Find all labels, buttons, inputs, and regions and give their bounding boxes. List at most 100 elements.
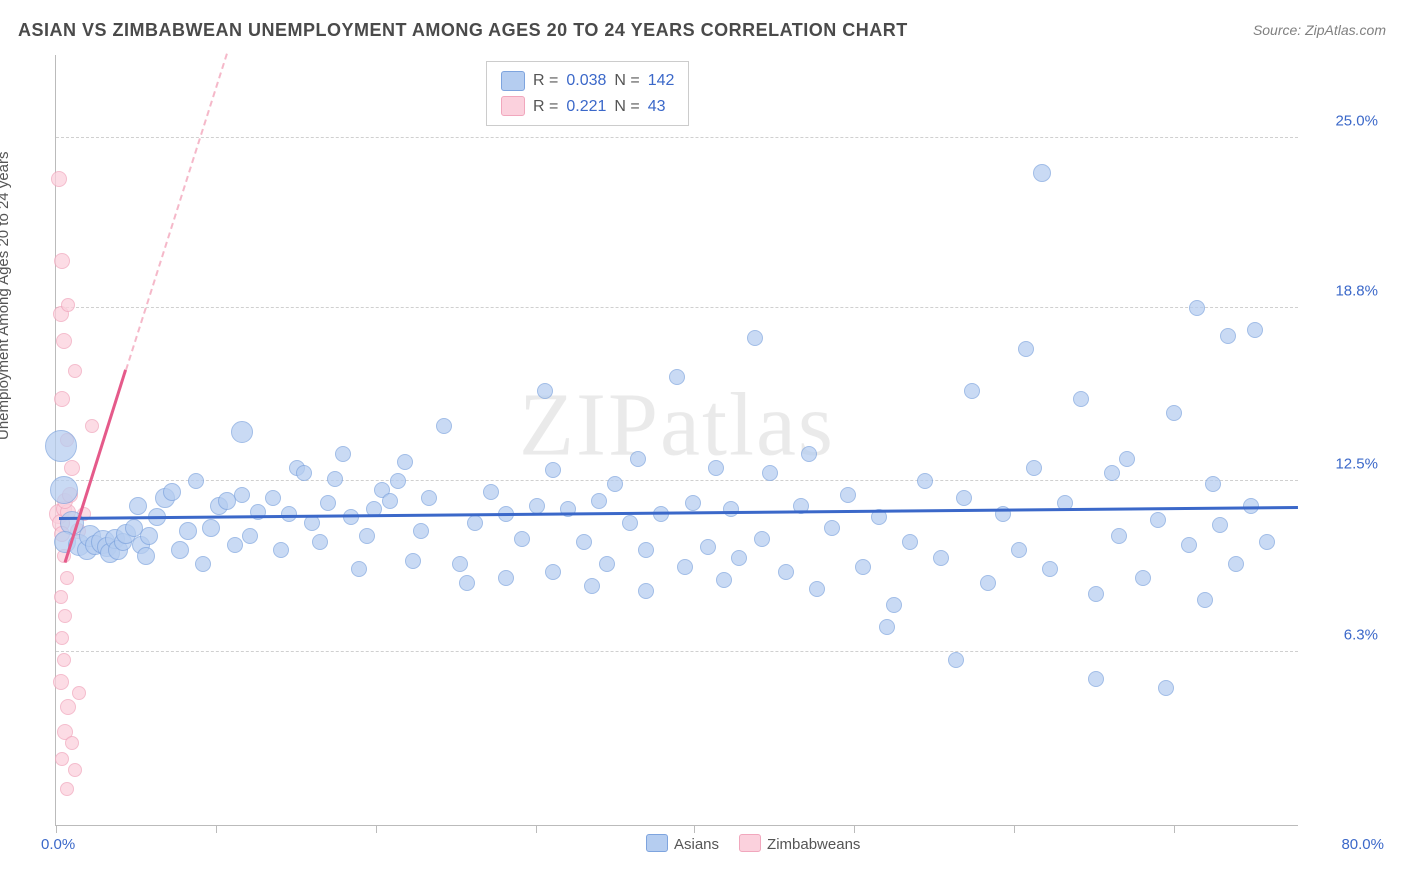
r-label: R = (533, 94, 558, 120)
correlation-legend-box: R = 0.038 N = 142 R = 0.221 N = 43 (486, 61, 689, 126)
blue-point (483, 484, 499, 500)
blue-point (265, 490, 281, 506)
blue-point (762, 465, 778, 481)
n-value: 142 (648, 68, 675, 94)
y-axis-label: Unemployment Among Ages 20 to 24 years (0, 151, 12, 440)
blue-point (584, 578, 600, 594)
blue-point (195, 556, 211, 572)
blue-point (227, 537, 243, 553)
blue-point (413, 523, 429, 539)
trend-line-blue (59, 506, 1298, 520)
pink-point (53, 674, 69, 690)
blue-point (202, 519, 220, 537)
blue-point (677, 559, 693, 575)
correlation-row: R = 0.221 N = 43 (501, 94, 674, 120)
gridline (56, 651, 1298, 652)
chart-container: ZIPatlas R = 0.038 N = 142 R = 0.221 N =… (55, 55, 1385, 825)
blue-point (809, 581, 825, 597)
x-tick (1174, 825, 1175, 833)
blue-point (537, 383, 553, 399)
r-value: 0.038 (566, 68, 606, 94)
blue-point (747, 330, 763, 346)
watermark: ZIPatlas (519, 373, 835, 476)
blue-point (731, 550, 747, 566)
blue-point (638, 542, 654, 558)
blue-point (879, 619, 895, 635)
blue-point (886, 597, 902, 613)
blue-point (1073, 391, 1089, 407)
gridline (56, 137, 1298, 138)
r-value: 0.221 (566, 94, 606, 120)
pink-point (51, 171, 67, 187)
blue-point (778, 564, 794, 580)
pink-point (64, 460, 80, 476)
pink-swatch-icon (739, 834, 761, 852)
blue-point (1228, 556, 1244, 572)
chart-title: ASIAN VS ZIMBABWEAN UNEMPLOYMENT AMONG A… (18, 20, 908, 41)
pink-point (60, 699, 76, 715)
blue-point (754, 531, 770, 547)
blue-point (1088, 586, 1104, 602)
blue-point (296, 465, 312, 481)
blue-swatch-icon (646, 834, 668, 852)
blue-point (545, 462, 561, 478)
y-tick-label: 12.5% (1308, 456, 1378, 473)
blue-point (1189, 300, 1205, 316)
pink-point (72, 686, 86, 700)
blue-point (137, 547, 155, 565)
blue-point (405, 553, 421, 569)
correlation-row: R = 0.038 N = 142 (501, 68, 674, 94)
blue-point (163, 483, 181, 501)
pink-point (55, 631, 69, 645)
r-label: R = (533, 68, 558, 94)
blue-point (902, 534, 918, 550)
blue-point (1104, 465, 1120, 481)
blue-point (1018, 341, 1034, 357)
blue-point (1166, 405, 1182, 421)
blue-point (1135, 570, 1151, 586)
blue-point (855, 559, 871, 575)
blue-point (933, 550, 949, 566)
blue-point (576, 534, 592, 550)
pink-point (58, 609, 72, 623)
blue-point (1158, 680, 1174, 696)
blue-point (1026, 460, 1042, 476)
y-tick-label: 25.0% (1308, 112, 1378, 129)
blue-point (514, 531, 530, 547)
y-tick-label: 6.3% (1308, 626, 1378, 643)
blue-point (529, 498, 545, 514)
pink-point (61, 298, 75, 312)
blue-point (630, 451, 646, 467)
blue-point (708, 460, 724, 476)
blue-point (459, 575, 475, 591)
blue-point (1088, 671, 1104, 687)
blue-point (188, 473, 204, 489)
blue-point (669, 369, 685, 385)
x-axis-origin-label: 0.0% (41, 836, 75, 853)
blue-point (1150, 512, 1166, 528)
blue-point (171, 541, 189, 559)
blue-point (436, 418, 452, 434)
pink-point (60, 571, 74, 585)
blue-point (607, 476, 623, 492)
pink-point (65, 736, 79, 750)
blue-point (801, 446, 817, 462)
blue-point (1119, 451, 1135, 467)
x-tick (536, 825, 537, 833)
blue-point (840, 487, 856, 503)
blue-point (467, 515, 483, 531)
gridline (56, 307, 1298, 308)
blue-point (320, 495, 336, 511)
blue-point (1011, 542, 1027, 558)
blue-point (335, 446, 351, 462)
pink-swatch-icon (501, 96, 525, 116)
blue-point (1111, 528, 1127, 544)
blue-point (948, 652, 964, 668)
blue-point (421, 490, 437, 506)
blue-point (685, 495, 701, 511)
n-label: N = (614, 94, 639, 120)
blue-point (234, 487, 250, 503)
legend-label: Asians (674, 836, 719, 853)
x-tick (854, 825, 855, 833)
blue-point (716, 572, 732, 588)
